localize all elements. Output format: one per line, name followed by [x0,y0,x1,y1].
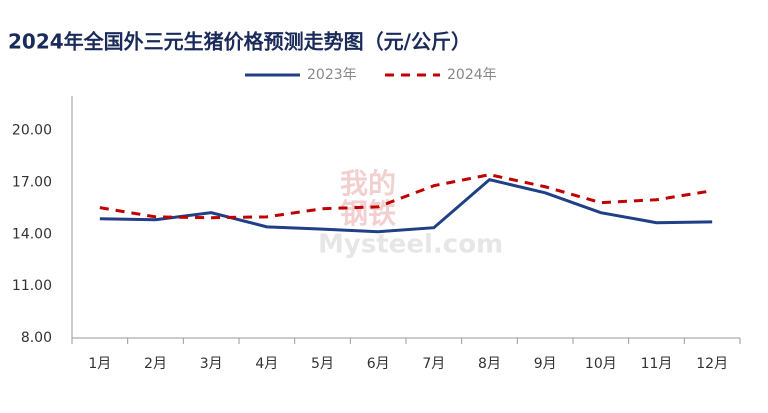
x-tick-label: 3月 [200,356,223,372]
watermark: 我的 钢铁 Mysteel.com [318,167,503,260]
chart-title: 2024年全国外三元生猪价格预测走势图（元/公斤） [8,30,471,54]
y-tick-label: 8.00 [21,330,52,346]
series-line [99,178,713,234]
legend-label: 2024年 [447,67,497,83]
y-tick-label: 17.00 [12,174,52,190]
x-tick-label: 1月 [88,356,111,372]
y-tick-label: 14.00 [12,226,52,242]
x-tick-label: 8月 [478,356,501,372]
legend-label: 2023年 [307,67,357,83]
x-tick-label: 10月 [585,356,617,372]
x-tick-label: 9月 [534,356,557,372]
x-tick-label: 4月 [255,356,278,372]
x-tick-label: 6月 [367,356,390,372]
series-line [99,173,713,220]
x-tick-label: 7月 [422,356,445,372]
x-tick-label: 2月 [144,356,167,372]
watermark-text: 我的 [340,167,396,200]
watermark-text: Mysteel.com [318,230,503,260]
y-tick-label: 20.00 [12,123,52,139]
y-tick-label: 11.00 [12,278,52,294]
x-tick-label: 5月 [311,356,334,372]
x-tick-label: 11月 [641,356,673,372]
x-tick-label: 12月 [696,356,728,372]
